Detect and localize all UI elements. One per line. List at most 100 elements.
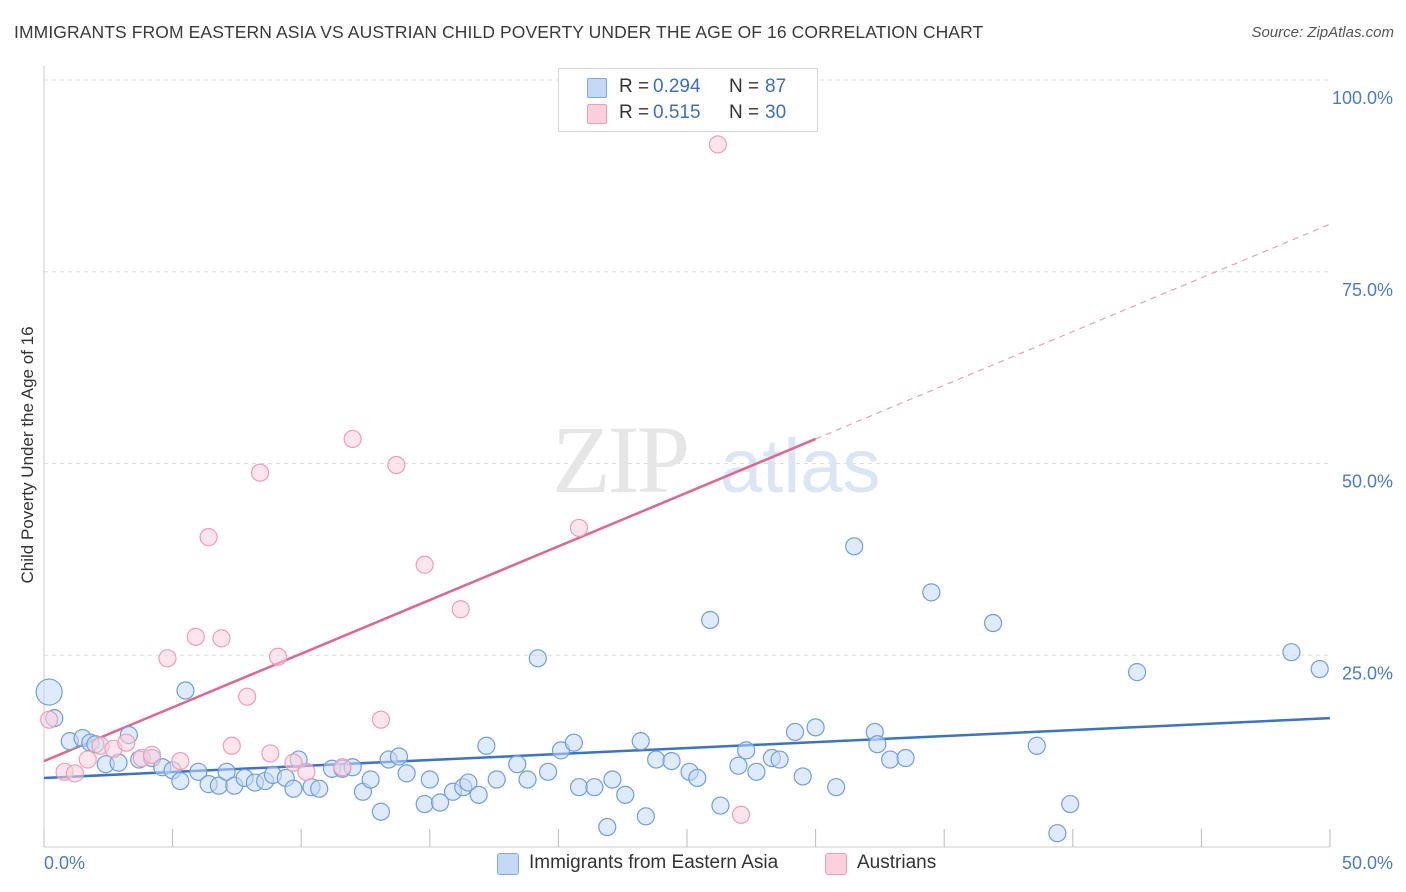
watermark-zip: ZIP [552,406,687,513]
immigrants-point [189,762,208,781]
legend-n-label: N = [729,102,760,123]
immigrants-point [528,649,547,668]
immigrants-point [564,733,583,752]
bottom-legend-label: Immigrants from Eastern Asia [529,852,779,873]
immigrants-point [793,767,812,786]
immigrants-point [371,802,391,821]
immigrants-point [701,610,720,630]
watermark-atlas: atlas [720,424,881,509]
y-tick-label: 100.0% [1332,88,1393,108]
immigrants-point [770,750,789,769]
trend-line-austrians-extension [815,223,1331,440]
immigrants-point [737,741,756,760]
immigrants-point [389,747,409,766]
immigrants-point [469,785,488,804]
bottom-legend-swatch-pink [825,853,847,875]
austrians-point [708,135,727,154]
austrians-point [142,745,162,765]
y-tick-label: 75.0% [1342,280,1393,300]
austrians-point [171,751,190,771]
immigrants-point [747,762,766,781]
immigrants-point [785,722,805,742]
immigrants-point [361,770,380,789]
immigrants-point [631,732,650,751]
austrians-point [569,518,589,538]
immigrants-point [806,718,825,737]
immigrants-point [729,756,748,775]
immigrants-point [518,770,537,789]
immigrants-point [171,771,190,791]
austrians-point [222,736,241,755]
legend-n-value: 87 [765,76,787,97]
source-label: Source: ZipAtlas.com [1251,24,1394,41]
y-tick-label: 50.0% [1342,472,1393,492]
immigrants-point [459,773,478,792]
austrians-point [65,764,84,783]
austrians-point [186,627,205,646]
immigrants-point [430,793,450,812]
legend-r-value: 0.515 [653,102,701,123]
austrians-point [199,528,218,547]
immigrants-point [35,678,63,706]
immigrants-point [603,770,622,789]
trend-line-immigrants [43,716,1331,780]
immigrants-point [569,778,589,797]
immigrants-point [922,583,941,602]
austrians-point [333,758,352,777]
austrians-point [212,629,231,648]
immigrants-point [896,748,915,768]
austrians-point [371,710,391,729]
legend-r-value: 0.294 [653,76,701,97]
legend-swatch-blue [587,78,607,98]
series-immigrants-points [35,537,1329,843]
trend-lines [43,223,1331,780]
axes [43,66,1331,848]
watermark: ZIP atlas [552,406,881,513]
series-austrians-points [40,135,751,824]
immigrants-point [508,755,527,774]
austrians-point [451,600,470,619]
immigrants-point [1282,643,1301,662]
immigrants-point [539,762,558,781]
immigrants-point [1127,663,1147,682]
legend-r-label: R = [619,76,650,97]
immigrants-point [1061,794,1080,814]
austrians-point [40,710,59,729]
y-axis-label: Child Poverty Under the Age of 16 [18,326,37,583]
immigrants-point [598,817,617,837]
immigrants-point [827,778,846,797]
austrians-point [731,805,751,824]
austrians-point [250,463,270,482]
y-tick-label: 25.0% [1342,663,1393,683]
austrians-point [387,455,406,475]
y-tick-labels: 25.0% 50.0% 75.0% 100.0% [1332,88,1393,683]
immigrants-point [1048,824,1067,843]
legend-n-value: 30 [765,102,787,123]
immigrants-point [284,779,303,798]
grid-lines [44,79,1330,656]
immigrants-point [415,794,434,814]
immigrants-point [616,785,635,804]
austrians-point [268,647,288,666]
austrians-point [297,762,316,781]
immigrants-point [176,681,195,700]
chart-title: IMMIGRANTS FROM EASTERN ASIA VS AUSTRIAN… [14,22,984,42]
bottom-legend-label: Austrians [857,852,937,873]
austrians-point [78,750,97,769]
austrians-point [158,649,177,668]
immigrants-point [662,751,681,771]
legend-r-label: R = [619,102,650,123]
immigrants-point [217,762,236,781]
immigrants-point [647,750,666,769]
immigrants-point [688,768,707,788]
austrians-point [238,687,257,706]
legend: R = 0.294 N = 87 R = 0.515 N = 30 [558,68,818,132]
immigrants-point [711,796,730,815]
austrians-point [343,429,362,449]
immigrants-point [420,770,439,789]
x-tick-label: 50.0% [1342,853,1393,873]
immigrants-point [868,735,887,754]
trend-line-austrians [43,437,817,763]
immigrants-point [983,613,1003,633]
